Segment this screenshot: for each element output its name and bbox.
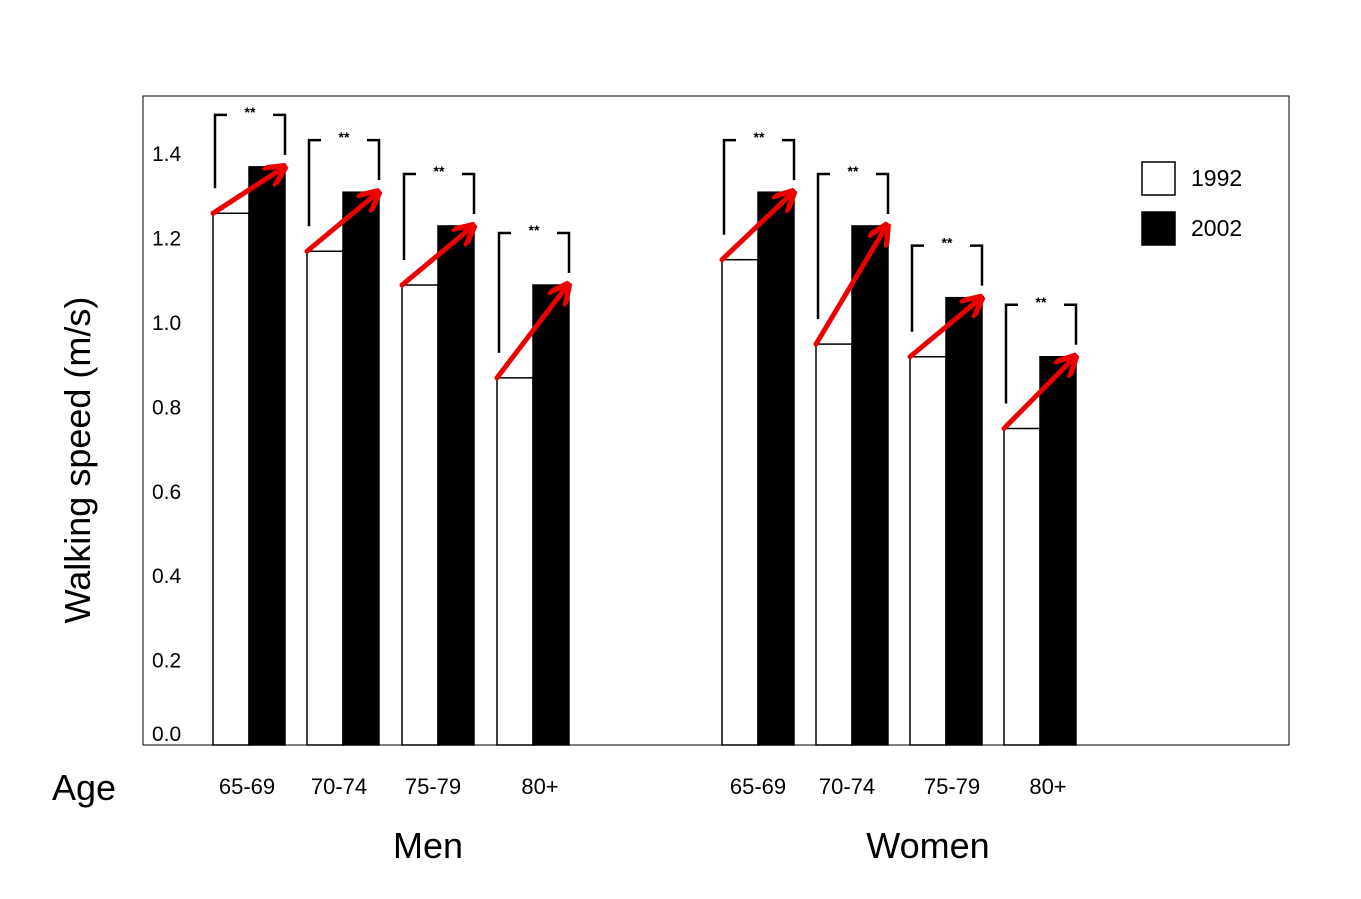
category-label: 65-69	[730, 774, 786, 799]
bar-2002	[437, 225, 475, 746]
category-label: 70-74	[819, 774, 875, 799]
category-label: 80+	[1029, 774, 1066, 799]
bar-1992	[212, 212, 250, 746]
plot-frame	[142, 95, 1290, 746]
group-label: Women	[866, 825, 989, 866]
significance-bracket	[722, 138, 796, 235]
significance-marker: **	[1036, 294, 1047, 310]
bar-1992	[815, 343, 853, 746]
significance-bracket	[213, 113, 287, 189]
category-label: 75-79	[405, 774, 461, 799]
significance-bracket	[1004, 303, 1078, 404]
legend-label-1992: 1992	[1191, 165, 1242, 191]
legend: 1992 2002	[1141, 161, 1242, 246]
significance-bracket	[910, 244, 984, 332]
significance-marker: **	[848, 163, 859, 179]
bar-1992	[1003, 427, 1041, 746]
change-arrows	[210, 168, 1074, 431]
significance-marker: **	[434, 163, 445, 179]
group-labels: Men Women	[393, 825, 990, 866]
bar-1992	[306, 250, 344, 746]
bar-1992	[721, 258, 759, 746]
bar-1992	[909, 356, 947, 746]
change-arrow	[210, 168, 283, 216]
bar-2002	[945, 296, 983, 746]
y-tick-label: 1.4	[152, 143, 182, 166]
significance-marker: **	[942, 235, 953, 251]
y-tick-label: 0.4	[152, 565, 182, 588]
y-tick-label: 0.6	[152, 481, 181, 504]
y-tick-label: 1.2	[152, 228, 181, 251]
bar-1992	[496, 377, 534, 746]
significance-marker: **	[529, 222, 540, 238]
bar-2002	[532, 284, 570, 746]
legend-swatch-1992	[1141, 161, 1176, 196]
y-axis-label: Walking speed (m/s)	[57, 297, 98, 624]
change-arrow	[719, 193, 792, 263]
bar-2002	[1039, 356, 1077, 746]
y-tick-label: 1.0	[152, 312, 181, 335]
significance-bracket	[402, 172, 476, 261]
bar-2002	[851, 225, 889, 746]
bars	[212, 166, 1077, 746]
group-label: Men	[393, 825, 463, 866]
change-arrow	[1001, 358, 1074, 431]
bar-1992	[401, 284, 439, 746]
significance-bracket	[307, 138, 381, 227]
category-label: 75-79	[924, 774, 980, 799]
change-arrow	[399, 227, 472, 288]
significance-bracket	[816, 172, 890, 320]
y-axis-ticks: 0.0 0.2 0.4 0.6 0.8 1.0 1.2 1.4	[152, 143, 182, 746]
bar-2002	[248, 166, 286, 746]
significance-marker: **	[245, 104, 256, 120]
change-arrow	[907, 299, 980, 360]
x-axis-label: Age	[52, 767, 116, 808]
significance-brackets: ** ** ** ** ** ** ** **	[213, 104, 1078, 404]
category-label: 65-69	[219, 774, 275, 799]
change-arrow	[304, 193, 377, 254]
y-tick-label: 0.8	[152, 396, 181, 419]
category-label: 80+	[521, 774, 558, 799]
y-tick-label: 0.0	[152, 723, 181, 746]
y-tick-label: 0.2	[152, 650, 181, 673]
change-arrow	[813, 227, 886, 347]
legend-swatch-2002	[1141, 211, 1176, 246]
category-label: 70-74	[311, 774, 367, 799]
legend-label-2002: 2002	[1191, 215, 1242, 241]
significance-bracket	[497, 231, 571, 353]
significance-marker: **	[339, 129, 350, 145]
change-arrow	[494, 286, 567, 381]
category-labels: 65-69 70-74 75-79 80+ 65-69 70-74 75-79 80+	[219, 774, 1067, 799]
significance-marker: **	[754, 129, 765, 145]
bar-2002	[757, 191, 795, 746]
bar-2002	[342, 191, 380, 746]
